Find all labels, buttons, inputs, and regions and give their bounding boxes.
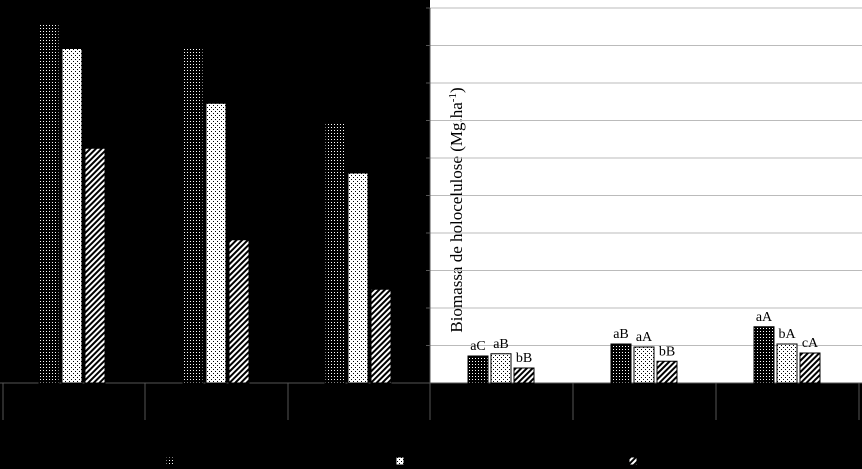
y-tick-label: 5,00 — [400, 1, 425, 16]
bar — [467, 355, 489, 384]
y-tick-label: 3,50 — [400, 114, 425, 129]
bar-annotation: bA — [86, 131, 104, 146]
bar-annotation: cA — [802, 336, 819, 351]
bar — [610, 343, 632, 384]
bar-annotation: aC — [470, 339, 486, 354]
bar-annotation: aB — [613, 327, 629, 342]
bar — [370, 288, 392, 384]
bar — [776, 343, 798, 384]
bar-annotation: aA — [756, 310, 773, 325]
bar-annotation: aA — [64, 32, 81, 47]
y-tick-label: 2,50 — [400, 189, 425, 204]
bar — [799, 352, 821, 384]
y-tick-label: 0,50 — [400, 339, 425, 354]
bar-annotation: aB — [493, 337, 509, 352]
bar-annotation: bB — [231, 223, 247, 238]
bar-annotation: aA — [636, 330, 653, 345]
bar-annotation: bB — [516, 351, 532, 366]
bar-annotation: aB — [185, 30, 201, 45]
bar-annotation: bA — [778, 327, 796, 342]
bar-annotation: aB — [208, 86, 224, 101]
y-tick-label: 1,00 — [400, 301, 425, 316]
y-tick-label: 4,50 — [400, 39, 425, 54]
bar-annotation: cC — [373, 272, 389, 287]
bar — [205, 102, 227, 384]
bar — [656, 360, 678, 384]
y-tick-label: 1,50 — [400, 264, 425, 279]
bar — [228, 239, 250, 384]
bar — [38, 24, 60, 384]
legend-swatch — [628, 456, 638, 466]
bar — [513, 367, 535, 384]
bar — [324, 122, 346, 384]
bar-annotation: aC — [350, 156, 366, 171]
y-tick-label: 2,00 — [400, 226, 425, 241]
bar — [61, 48, 83, 384]
bar — [84, 147, 106, 384]
bar — [753, 326, 775, 384]
legend-swatch — [395, 456, 405, 466]
bar-annotation: bC — [327, 106, 343, 121]
bar-annotation: aA — [41, 8, 58, 23]
bar — [347, 172, 369, 384]
plot-area — [430, 0, 862, 383]
y-axis-title: Biomassa de holocelulose (Mg.ha-1) — [447, 87, 466, 332]
bar-annotation: bB — [659, 344, 675, 359]
legend-swatch — [165, 456, 175, 466]
bar — [490, 353, 512, 384]
y-tick-label: 3,00 — [400, 151, 425, 166]
bar — [633, 346, 655, 384]
bar — [182, 46, 204, 384]
y-tick-label: 4,00 — [400, 76, 425, 91]
